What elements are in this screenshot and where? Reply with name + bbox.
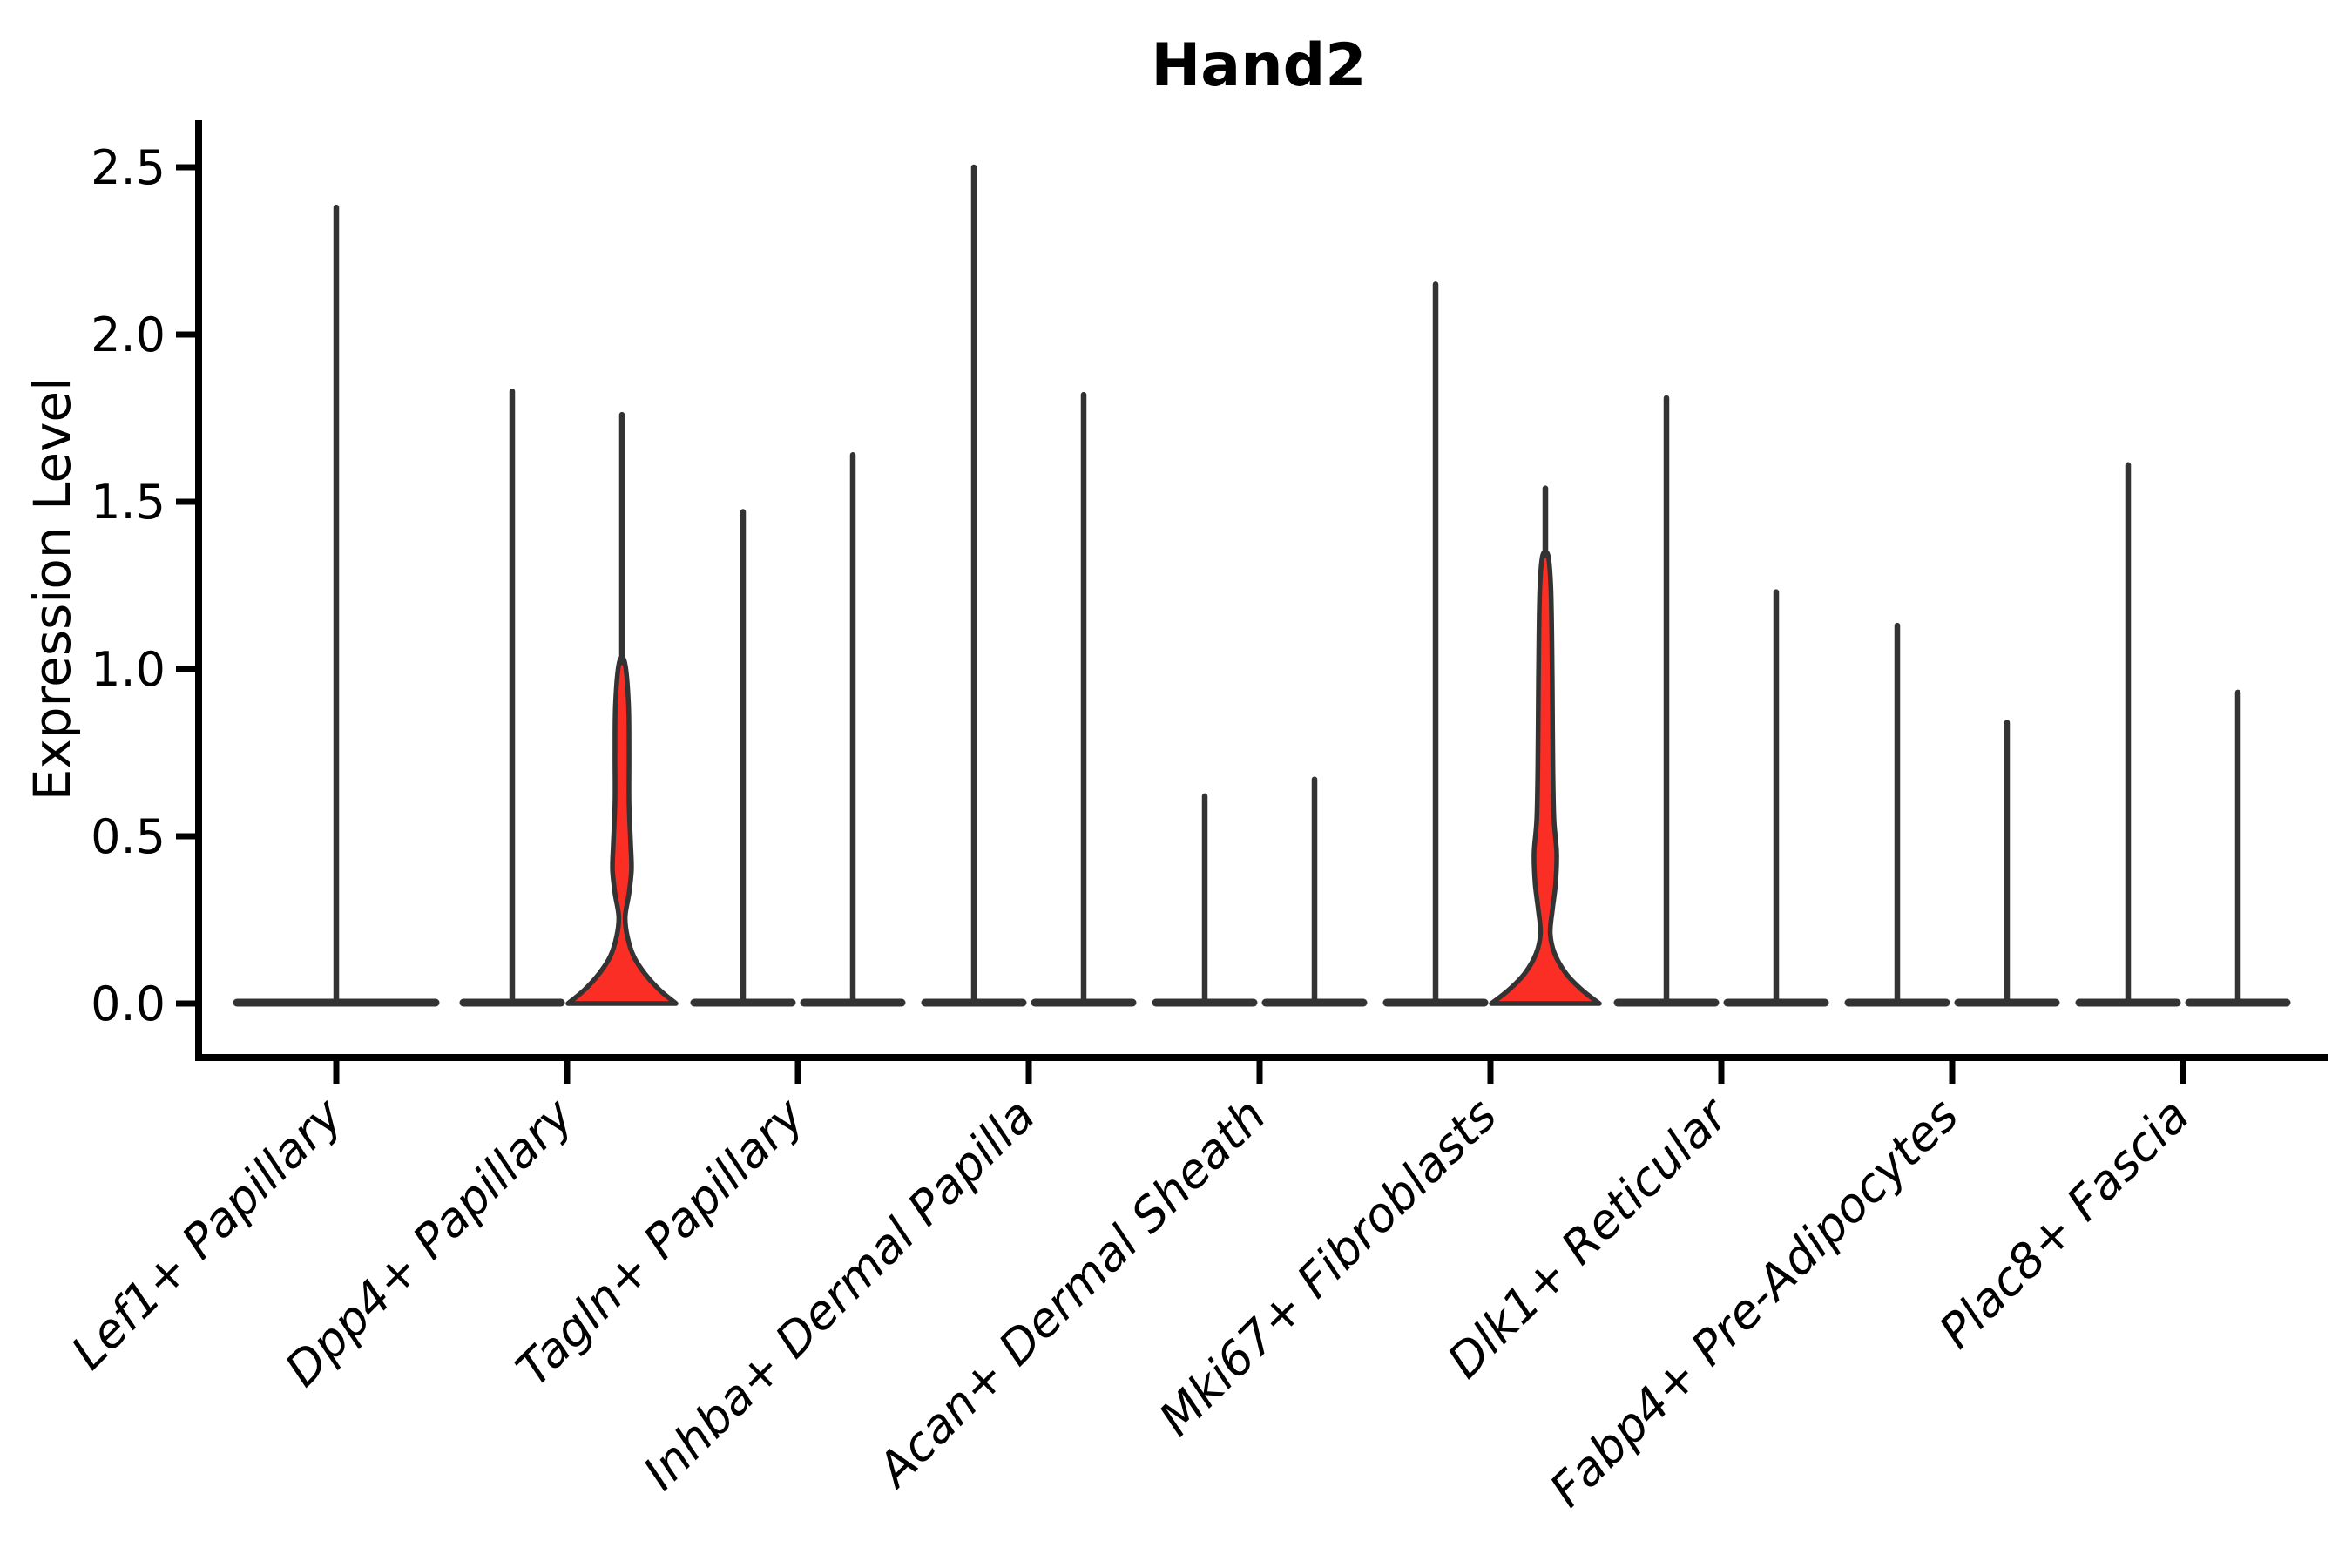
axis-spines bbox=[195, 120, 2328, 1061]
y-tick-label: 1.5 bbox=[91, 475, 166, 530]
y-tick-label: 1.0 bbox=[91, 642, 166, 697]
violin-acan-dermal-sheath-right bbox=[1261, 776, 1368, 1007]
axes bbox=[195, 120, 2328, 1061]
violin-fabp4-pre-adipocytes-right bbox=[1954, 720, 2060, 1007]
violin-dpp4-papillary-right bbox=[565, 411, 679, 1006]
y-tick-label: 0.5 bbox=[91, 809, 166, 864]
violin-inhba-dermal-papilla-right bbox=[1031, 391, 1137, 1007]
x-tick-label: Plac8+ Fascia bbox=[1929, 1088, 2200, 1359]
violin-acan-dermal-sheath-left bbox=[1152, 793, 1258, 1007]
violin-dlk1-reticular-right bbox=[1723, 589, 1829, 1007]
violin-mki67-fibroblasts-right bbox=[1489, 485, 1602, 1006]
violin-density-body bbox=[565, 654, 679, 1006]
violin-density-body bbox=[1489, 549, 1602, 1006]
violin-plac8-fascia-right bbox=[2185, 689, 2291, 1007]
y-tick-label: 2.5 bbox=[91, 140, 166, 195]
x-tick-label: Acan+ Dermal Sheath bbox=[865, 1088, 1276, 1499]
violin-inhba-dermal-papilla-left bbox=[921, 164, 1027, 1007]
violin-mki67-fibroblasts-left bbox=[1382, 281, 1489, 1007]
y-tick-label: 0.0 bbox=[91, 977, 166, 1031]
x-tick-label: Fabp4+ Pre-Adipocytes bbox=[1539, 1088, 1969, 1517]
y-axis-ticks: 0.0 0.5 1.0 1.5 2.0 2.5 bbox=[91, 140, 199, 1031]
violin-tagln-papillary-right bbox=[800, 451, 906, 1007]
x-tick-label: Inhba+ Dermal Papilla bbox=[632, 1088, 1045, 1501]
y-tick-label: 2.0 bbox=[91, 308, 166, 362]
violin-dpp4-papillary-left bbox=[459, 389, 565, 1007]
y-axis-label: Expression Level bbox=[23, 377, 82, 801]
violin-tagln-papillary-left bbox=[690, 509, 796, 1007]
violin-plac8-fascia-left bbox=[2075, 462, 2181, 1007]
violin-fabp4-pre-adipocytes-left bbox=[1844, 622, 1950, 1007]
violins-layer bbox=[233, 164, 2291, 1007]
violin-dlk1-reticular-left bbox=[1613, 395, 1720, 1007]
violin-lef1-papillary-center bbox=[233, 204, 440, 1007]
plot-title: Hand2 bbox=[1151, 31, 1366, 100]
